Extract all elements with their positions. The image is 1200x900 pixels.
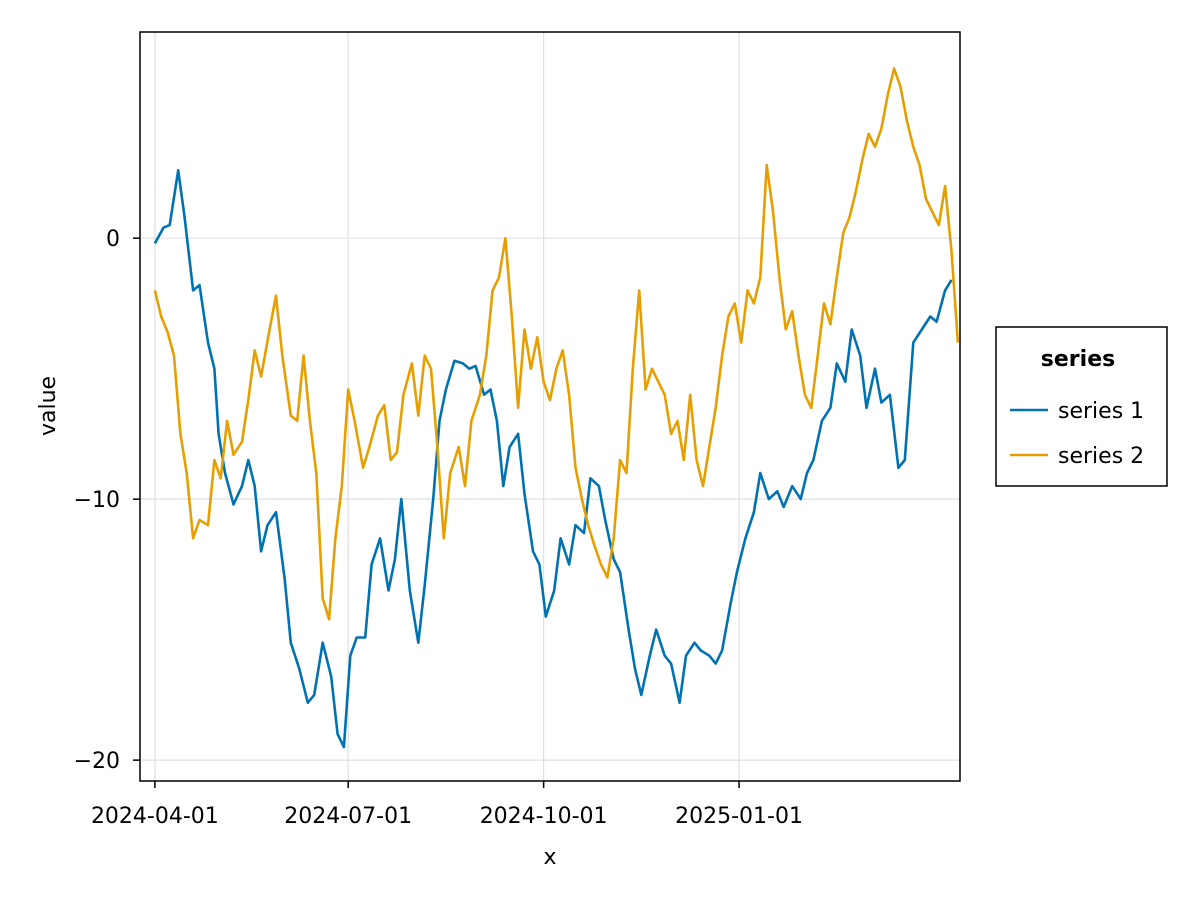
series-lines [153,67,960,749]
legend-label-series-1: series 1 [1058,399,1144,424]
axis-ticks: 2024-04-01 2024-07-01 2024-10-01 2025-01-01… [74,227,803,829]
x-tick-label: 2024-10-01 [480,804,608,829]
legend-label-series-2: series 2 [1058,444,1144,469]
series-2-line [153,67,960,621]
y-tick-label: −10 [74,488,120,513]
series-1-line [153,169,953,749]
y-axis-label: value [36,376,61,436]
legend-items: series 1 series 2 [1010,399,1144,469]
x-tick-label: 2024-07-01 [284,804,412,829]
x-axis-label: x [543,845,556,870]
legend: series series 1 series 2 [995,326,1168,487]
x-tick-label: 2025-01-01 [675,804,803,829]
y-tick-label: 0 [106,227,120,252]
x-tick-label: 2024-04-01 [91,804,219,829]
plot-frame [139,31,961,782]
legend-title: series [1041,347,1115,372]
y-tick-label: −20 [74,749,120,774]
legend-box [995,326,1168,487]
